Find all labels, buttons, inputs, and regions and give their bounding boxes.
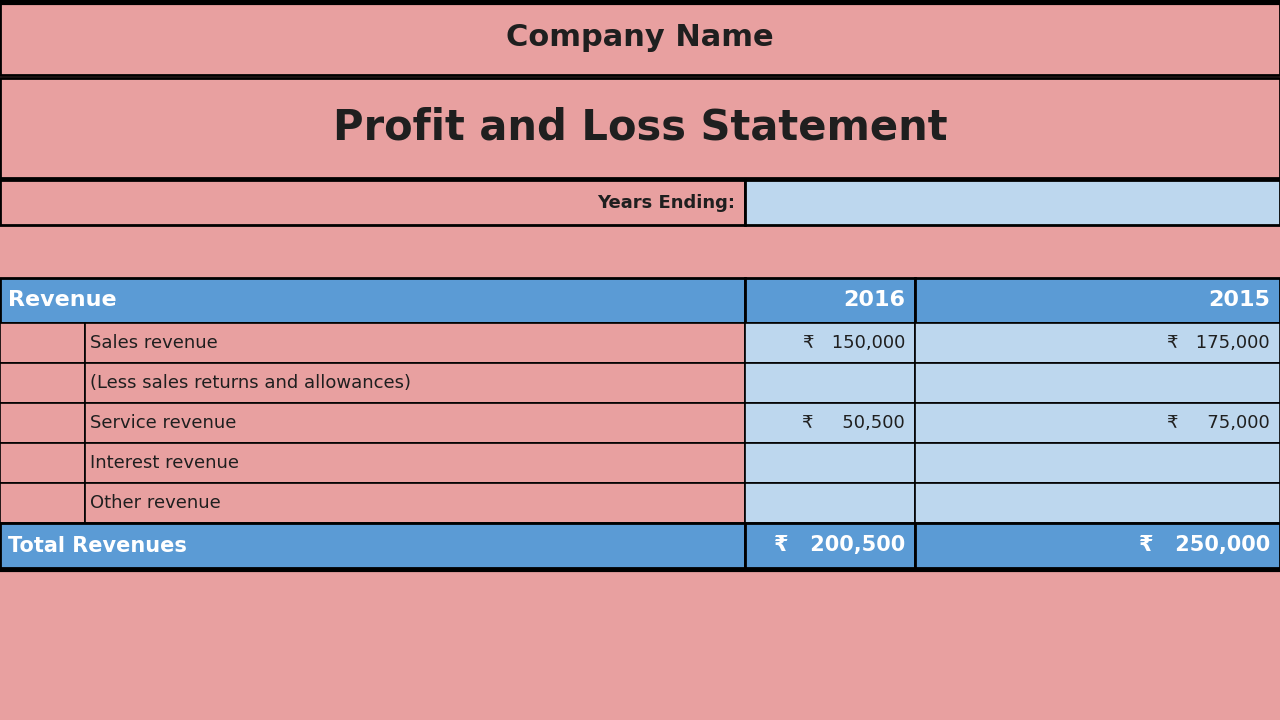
Bar — [915, 443, 1280, 483]
Text: (Less sales returns and allowances): (Less sales returns and allowances) — [90, 374, 411, 392]
Text: ₹     75,000: ₹ 75,000 — [1167, 414, 1270, 432]
Bar — [745, 483, 915, 523]
Bar — [0, 568, 1280, 720]
Text: Profit and Loss Statement: Profit and Loss Statement — [333, 107, 947, 149]
Text: ₹   175,000: ₹ 175,000 — [1167, 334, 1270, 352]
Bar — [84, 323, 745, 363]
Bar — [745, 180, 1280, 225]
Text: 2016: 2016 — [844, 290, 905, 310]
Bar — [745, 278, 915, 323]
Bar — [84, 483, 745, 523]
Bar — [0, 278, 745, 323]
Text: Revenue: Revenue — [8, 290, 116, 310]
Bar — [84, 403, 745, 443]
Bar — [0, 78, 1280, 178]
Bar — [0, 323, 84, 363]
Bar — [0, 403, 84, 443]
Bar — [745, 443, 915, 483]
Text: ₹     50,500: ₹ 50,500 — [803, 414, 905, 432]
Text: Total Revenues: Total Revenues — [8, 536, 187, 556]
Bar — [0, 225, 1280, 278]
Text: Interest revenue: Interest revenue — [90, 454, 239, 472]
Bar — [0, 483, 84, 523]
Bar — [84, 363, 745, 403]
Bar — [745, 403, 915, 443]
Bar — [745, 523, 915, 568]
Text: Sales revenue: Sales revenue — [90, 334, 218, 352]
Bar — [0, 363, 84, 403]
Text: Other revenue: Other revenue — [90, 494, 220, 512]
Bar — [84, 443, 745, 483]
Bar — [0, 523, 745, 568]
Bar — [0, 443, 84, 483]
Text: Service revenue: Service revenue — [90, 414, 237, 432]
Bar — [915, 403, 1280, 443]
Bar — [915, 278, 1280, 323]
Bar — [915, 483, 1280, 523]
Bar — [745, 363, 915, 403]
Text: ₹   150,000: ₹ 150,000 — [803, 334, 905, 352]
Bar — [0, 180, 745, 225]
Text: ₹   200,500: ₹ 200,500 — [773, 536, 905, 556]
Bar — [915, 523, 1280, 568]
Text: Years Ending:: Years Ending: — [596, 194, 735, 212]
Bar — [915, 323, 1280, 363]
Bar — [915, 363, 1280, 403]
Text: ₹   250,000: ₹ 250,000 — [1139, 536, 1270, 556]
Bar — [0, 0, 1280, 75]
Text: Company Name: Company Name — [506, 23, 774, 52]
Bar — [745, 323, 915, 363]
Text: 2015: 2015 — [1208, 290, 1270, 310]
